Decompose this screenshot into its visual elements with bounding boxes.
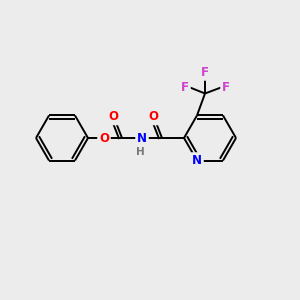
Text: O: O — [108, 110, 118, 124]
Text: F: F — [222, 81, 230, 94]
Text: F: F — [181, 81, 189, 94]
Text: O: O — [99, 131, 109, 145]
Text: N: N — [137, 131, 147, 145]
Text: F: F — [201, 66, 209, 79]
Text: H: H — [136, 147, 144, 157]
Text: O: O — [148, 110, 158, 124]
Text: N: N — [192, 154, 202, 167]
